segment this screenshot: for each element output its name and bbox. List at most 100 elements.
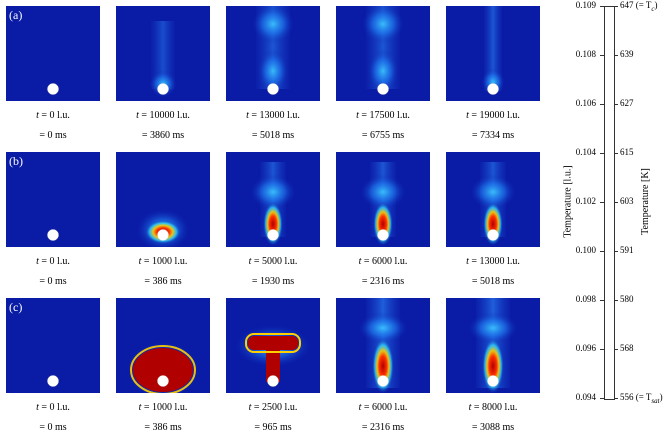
time-ms: = 1930 ms (251, 276, 295, 287)
panel-caption: t = 0 l.u. = 0 ms (0, 402, 109, 434)
time-lattice-units: = 0 l.u. (38, 110, 70, 121)
time-lattice-units: = 6000 l.u. (361, 402, 408, 413)
temperature-field (251, 6, 295, 95)
time-symbol: t (248, 402, 252, 413)
left-tick-mark (600, 104, 604, 105)
right-tick-subscript: sat (651, 396, 660, 405)
simulation-panel: (a) (6, 6, 100, 101)
simulation-panel (226, 152, 320, 247)
time-lattice-units: = 0 l.u. (38, 256, 70, 267)
temperature-field (249, 162, 297, 246)
time-lattice-units: = 1000 l.u. (141, 256, 188, 267)
panel-caption: t = 10000 l.u. = 3860 ms (107, 110, 219, 142)
time-ms: = 386 ms (144, 422, 182, 433)
right-tick-label: 627 (620, 98, 634, 108)
simulation-panel (446, 298, 540, 393)
left-tick-mark (600, 300, 604, 301)
time-lattice-units: = 5000 l.u. (251, 256, 298, 267)
right-tick-mark (614, 6, 618, 7)
panel-caption: t = 2500 l.u. = 965 ms (217, 402, 329, 434)
simulation-panel (446, 152, 540, 247)
time-ms: = 2316 ms (361, 422, 405, 433)
left-tick-mark (600, 202, 604, 203)
right-tick-value: 568 (620, 343, 634, 353)
right-tick-label: 591 (620, 245, 634, 255)
temperature-field (233, 324, 313, 387)
temperature-field (47, 229, 59, 241)
right-tick-label: 615 (620, 147, 634, 157)
time-lattice-units: = 19000 l.u. (468, 110, 520, 121)
left-tick-label: 0.109 (575, 0, 596, 10)
time-ms: = 3088 ms (471, 422, 515, 433)
time-ms: = 5018 ms (251, 130, 295, 141)
right-tick-label: 603 (620, 196, 634, 206)
time-symbol: t (356, 110, 359, 121)
temperature-field (149, 21, 177, 98)
time-symbol: t (466, 256, 469, 267)
simulation-panel: (b) (6, 152, 100, 247)
time-lattice-units: = 1000 l.u. (141, 402, 188, 413)
right-tick-value: 627 (620, 98, 634, 108)
temperature-field (481, 6, 505, 96)
right-tick-label: 568 (620, 343, 634, 353)
time-symbol: t (246, 110, 249, 121)
simulation-panel (116, 298, 210, 393)
simulation-panel: (c) (6, 298, 100, 393)
right-tick-value: 591 (620, 245, 634, 255)
left-tick-mark (600, 251, 604, 252)
panel-caption: t = 0 l.u. = 0 ms (0, 110, 109, 142)
left-tick-label: 0.100 (575, 245, 596, 255)
left-tick-mark (600, 55, 604, 56)
right-tick-value: 615 (620, 147, 634, 157)
left-tick-mark (600, 6, 604, 7)
right-tick-close: ) (659, 392, 663, 402)
right-tick-mark (614, 153, 618, 154)
colorbar (604, 6, 615, 400)
time-ms: = 3860 ms (141, 130, 185, 141)
time-ms: = 965 ms (254, 422, 292, 433)
left-tick-label: 0.108 (575, 49, 596, 59)
time-lattice-units: = 13000 l.u. (468, 256, 520, 267)
left-tick-label: 0.104 (575, 147, 596, 157)
right-tick-mark (614, 104, 618, 105)
right-tick-value: 647 (= T (620, 0, 652, 10)
simulation-panel (336, 6, 430, 101)
right-tick-mark (614, 55, 618, 56)
left-tick-label: 0.096 (575, 343, 596, 353)
panel-caption: t = 1000 l.u. = 386 ms (107, 402, 219, 434)
temperature-field (469, 162, 517, 246)
right-tick-subscript: c (651, 4, 655, 13)
temperature-field (47, 375, 59, 387)
temperature-field (47, 83, 59, 95)
right-tick-label: 580 (620, 294, 634, 304)
simulation-panel (336, 152, 430, 247)
temperature-field (357, 298, 409, 393)
time-symbol: t (138, 402, 142, 413)
time-ms: = 7334 ms (471, 130, 515, 141)
time-symbol: t (36, 256, 39, 267)
row-label: (b) (9, 154, 23, 168)
right-tick-value: 603 (620, 196, 634, 206)
row-label: (a) (9, 8, 23, 22)
time-symbol: t (466, 110, 469, 121)
right-tick-value: 580 (620, 294, 634, 304)
right-tick-mark (614, 300, 618, 301)
panel-caption: t = 17500 l.u. = 6755 ms (327, 110, 439, 142)
time-lattice-units: = 0 l.u. (38, 402, 70, 413)
panel-caption: t = 6000 l.u. = 2316 ms (327, 256, 439, 288)
time-ms: = 2316 ms (361, 276, 405, 287)
temperature-field (361, 6, 405, 95)
time-lattice-units: = 17500 l.u. (358, 110, 410, 121)
time-symbol: t (36, 402, 39, 413)
time-symbol: t (138, 256, 142, 267)
time-ms: = 6755 ms (361, 130, 405, 141)
simulation-panel (226, 298, 320, 393)
panel-caption: t = 0 l.u. = 0 ms (0, 256, 109, 288)
time-ms: = 386 ms (144, 276, 182, 287)
time-lattice-units: = 6000 l.u. (361, 256, 408, 267)
time-ms: = 0 ms (39, 130, 67, 141)
time-symbol: t (136, 110, 139, 121)
right-tick-value: 556 (= T (620, 392, 652, 402)
time-lattice-units: = 10000 l.u. (138, 110, 190, 121)
time-symbol: t (248, 256, 252, 267)
